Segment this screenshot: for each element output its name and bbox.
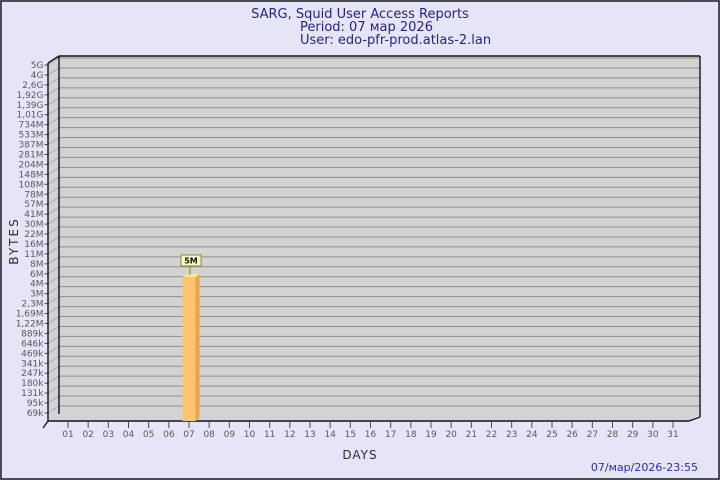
x-tick-label: 09 — [224, 430, 236, 440]
y-tick-label: 247k — [21, 369, 44, 379]
x-tick-label: 14 — [324, 430, 336, 440]
y-tick-label: 2,6G — [22, 81, 43, 91]
x-tick-label: 21 — [466, 430, 477, 440]
y-tick-label: 2,3M — [21, 300, 43, 310]
bar-value-box — [180, 254, 202, 267]
y-tick-label: 180k — [21, 379, 44, 389]
x-tick-label: 04 — [123, 430, 135, 440]
x-tick-label: 19 — [425, 430, 437, 440]
y-tick-label: 387M — [19, 141, 44, 151]
x-tick-label: 28 — [607, 430, 619, 440]
x-tick-label: 02 — [82, 430, 93, 440]
y-gridlines — [44, 57, 700, 414]
report-timestamp: 07/мар/2026-23:55 — [590, 461, 698, 474]
y-tick-labels: 5G4G2,6G1,92G1,39G1,01G734M533M387M281M2… — [16, 61, 45, 419]
x-tick-label: 12 — [284, 430, 295, 440]
plot-edges — [42, 55, 701, 429]
y-tick-label: 1,92G — [16, 91, 43, 101]
y-tick-label: 11M — [24, 250, 43, 260]
y-tick-label: 108M — [19, 180, 44, 190]
x-tick-label: 17 — [385, 430, 396, 440]
bar-value-label: 5M — [184, 257, 198, 266]
x-tick-label: 13 — [304, 430, 315, 440]
report-title: SARG, Squid User Access Reports — [251, 7, 469, 22]
y-tick-label: 5G — [31, 61, 44, 71]
x-tick-label: 01 — [62, 430, 73, 440]
report-period: Period: 07 мар 2026 — [300, 20, 433, 35]
x-tick-label: 20 — [445, 430, 457, 440]
x-tick-label: 31 — [667, 430, 678, 440]
y-tick-label: 281M — [19, 150, 44, 160]
report-user: User: edo-pfr-prod.atlas-2.lan — [300, 33, 492, 48]
x-tick-label: 07 — [183, 430, 194, 440]
y-tick-label: 734M — [19, 121, 44, 131]
x-tick-label: 03 — [103, 430, 114, 440]
x-tick-label: 10 — [244, 430, 256, 440]
y-tick-label: 4M — [30, 280, 44, 290]
wall-left — [48, 56, 59, 421]
y-axis-title: BYTES — [7, 217, 21, 265]
x-tick-label: 08 — [203, 430, 215, 440]
y-tick-label: 3M — [30, 290, 44, 300]
y-tick-label: 95k — [27, 399, 44, 409]
x-tick-label: 15 — [345, 430, 356, 440]
x-tick-label: 22 — [486, 430, 497, 440]
x-tick-label: 06 — [163, 430, 175, 440]
y-tick-label: 69k — [27, 409, 44, 419]
y-tick-label: 30M — [24, 220, 43, 230]
y-tick-label: 148M — [19, 170, 44, 180]
y-tick-label: 41M — [24, 210, 43, 220]
bar-top — [182, 274, 200, 277]
x-tick-label: 25 — [546, 430, 557, 440]
bar-day-07: 5M — [180, 254, 202, 421]
y-tick-label: 4G — [31, 71, 44, 81]
x-tick-label: 26 — [566, 430, 578, 440]
y-tick-label: 469k — [21, 349, 44, 359]
y-tick-label: 341k — [21, 359, 44, 369]
y-tick-label: 1,22M — [16, 320, 44, 330]
x-tick-label: 05 — [143, 430, 154, 440]
x-tick-label: 18 — [405, 430, 417, 440]
y-tick-label: 646k — [21, 339, 44, 349]
y-tick-label: 8M — [30, 260, 44, 270]
x-tick-label: 11 — [264, 430, 275, 440]
x-tick-label: 30 — [647, 430, 659, 440]
x-tick-label: 24 — [526, 430, 538, 440]
x-tick-label: 29 — [627, 430, 639, 440]
x-axis-title: DAYS — [342, 448, 378, 462]
y-tick-label: 78M — [24, 190, 43, 200]
x-tick-label: 16 — [365, 430, 377, 440]
x-ticks — [67, 422, 674, 428]
y-tick-label: 1,69M — [16, 310, 44, 320]
y-tick-label: 131k — [21, 389, 44, 399]
y-tick-label: 533M — [19, 131, 44, 141]
bar-face — [182, 277, 196, 421]
y-tick-label: 57M — [24, 200, 43, 210]
x-tick-labels: 01 02 03 04 05 06 07 08 09 10 11 12 13 14 15 16 17 18 19 20… — [62, 430, 678, 440]
x-tick-label: 27 — [587, 430, 598, 440]
y-tick-label: 889k — [21, 329, 44, 339]
y-tick-label: 22M — [24, 230, 43, 240]
x-tick-label: 23 — [506, 430, 517, 440]
floor — [48, 414, 700, 421]
report-subtitle: Period: 07 мар 2026 User: edo-pfr-prod.a… — [300, 21, 491, 47]
y-tick-label: 6M — [30, 270, 44, 280]
y-tick-label: 1,01G — [16, 111, 43, 121]
bar-side — [195, 274, 200, 421]
plot-area — [59, 56, 700, 414]
y-tick-label: 204M — [19, 160, 44, 170]
y-tick-label: 16M — [24, 240, 43, 250]
y-tick-label: 1,39G — [16, 101, 43, 111]
